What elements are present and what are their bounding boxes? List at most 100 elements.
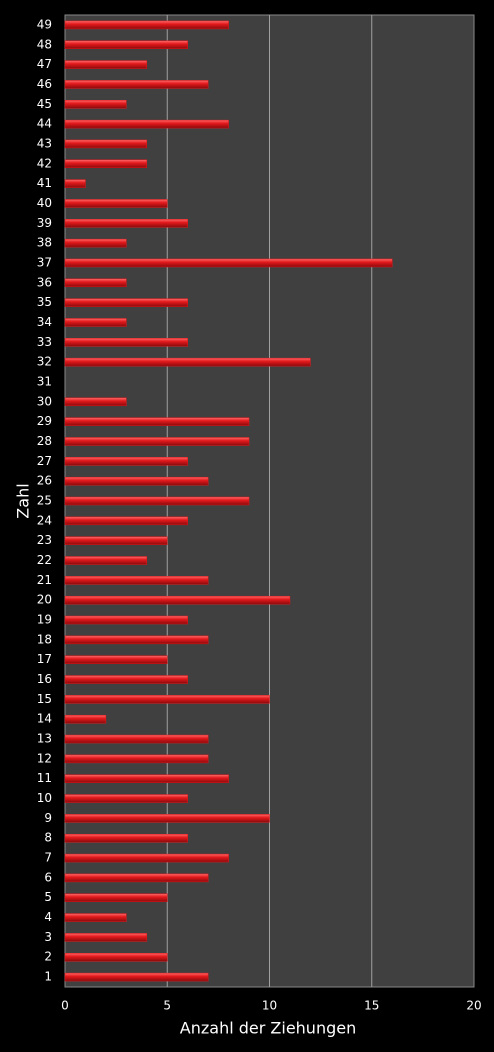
x-tick-label: 20 bbox=[466, 999, 481, 1013]
y-tick-label: 7 bbox=[44, 851, 52, 865]
bar bbox=[64, 60, 148, 69]
bar bbox=[64, 357, 311, 367]
y-tick-label: 17 bbox=[37, 652, 52, 666]
x-tick-label: 0 bbox=[61, 999, 69, 1013]
bar bbox=[64, 437, 250, 446]
bar bbox=[64, 80, 209, 89]
bar bbox=[64, 734, 209, 744]
bar bbox=[64, 794, 188, 803]
bar bbox=[64, 595, 291, 605]
bar bbox=[64, 972, 209, 982]
bar bbox=[64, 754, 209, 764]
y-tick-label: 3 bbox=[44, 930, 52, 944]
y-tick-label: 23 bbox=[37, 533, 52, 547]
y-tick-label: 24 bbox=[37, 513, 52, 527]
bar bbox=[64, 159, 148, 169]
y-tick-label: 39 bbox=[37, 216, 52, 230]
y-tick-label: 9 bbox=[44, 811, 52, 825]
y-tick-label: 30 bbox=[37, 394, 52, 408]
y-tick-label: 44 bbox=[37, 117, 52, 131]
bar bbox=[64, 536, 168, 545]
bar bbox=[64, 199, 168, 208]
bar bbox=[64, 516, 188, 526]
bar bbox=[64, 318, 127, 327]
x-tick-label: 10 bbox=[262, 999, 277, 1013]
y-tick-label: 8 bbox=[44, 831, 52, 845]
y-tick-label: 26 bbox=[37, 474, 52, 488]
bar bbox=[64, 873, 209, 883]
y-tick-label: 35 bbox=[37, 295, 52, 309]
bar bbox=[64, 139, 148, 149]
y-tick-label: 46 bbox=[37, 77, 52, 91]
y-tick-label: 45 bbox=[37, 97, 52, 111]
bar bbox=[64, 853, 229, 863]
y-tick-label: 14 bbox=[37, 712, 52, 726]
y-tick-label: 43 bbox=[37, 136, 52, 150]
y-tick-label: 40 bbox=[37, 196, 52, 210]
y-tick-label: 28 bbox=[37, 434, 52, 448]
bar bbox=[64, 655, 168, 664]
bar bbox=[64, 338, 188, 347]
y-tick-label: 49 bbox=[37, 17, 52, 31]
bar bbox=[64, 833, 188, 843]
y-axis-title: Zahl bbox=[14, 483, 33, 518]
y-tick-label: 42 bbox=[37, 156, 52, 170]
bar bbox=[64, 238, 127, 248]
x-tick-label: 5 bbox=[163, 999, 171, 1013]
bar bbox=[64, 556, 148, 565]
bar bbox=[64, 675, 188, 684]
y-tick-label: 11 bbox=[37, 771, 52, 785]
y-tick-label: 22 bbox=[37, 553, 52, 567]
bar bbox=[64, 496, 250, 506]
y-tick-label: 1 bbox=[44, 970, 52, 984]
bar bbox=[64, 100, 127, 109]
bar bbox=[64, 933, 148, 942]
y-tick-label: 25 bbox=[37, 494, 52, 508]
y-tick-label: 20 bbox=[37, 593, 52, 607]
y-tick-label: 10 bbox=[37, 791, 52, 805]
bar bbox=[64, 576, 209, 585]
bar bbox=[64, 635, 209, 645]
y-tick-label: 37 bbox=[37, 255, 52, 269]
bar bbox=[64, 179, 86, 188]
y-tick-label: 2 bbox=[44, 950, 52, 964]
y-tick-label: 31 bbox=[37, 374, 52, 388]
y-tick-label: 41 bbox=[37, 176, 52, 190]
y-tick-label: 15 bbox=[37, 692, 52, 706]
y-tick-label: 4 bbox=[44, 910, 52, 924]
bar bbox=[64, 298, 188, 307]
x-axis-title: Anzahl der Ziehungen bbox=[180, 1019, 356, 1038]
bar bbox=[64, 40, 188, 50]
y-tick-label: 34 bbox=[37, 315, 52, 329]
bar bbox=[64, 695, 270, 704]
y-tick-label: 48 bbox=[37, 37, 52, 51]
bar bbox=[64, 952, 168, 962]
y-tick-label: 36 bbox=[37, 275, 52, 289]
bar bbox=[64, 20, 229, 30]
y-tick-label: 47 bbox=[37, 57, 52, 71]
bar bbox=[64, 417, 250, 426]
bar bbox=[64, 774, 229, 783]
y-tick-label: 29 bbox=[37, 414, 52, 428]
bar bbox=[64, 714, 107, 724]
y-tick-label: 27 bbox=[37, 454, 52, 468]
bar bbox=[64, 258, 393, 268]
bar bbox=[64, 119, 229, 129]
y-tick-label: 12 bbox=[37, 751, 52, 765]
bar bbox=[64, 913, 127, 922]
y-tick-label: 18 bbox=[37, 632, 52, 646]
bar bbox=[64, 893, 168, 902]
bar bbox=[64, 814, 270, 823]
y-tick-label: 19 bbox=[37, 613, 52, 627]
y-tick-label: 13 bbox=[37, 732, 52, 746]
y-tick-label: 32 bbox=[37, 355, 52, 369]
x-tick-label: 15 bbox=[364, 999, 379, 1013]
y-tick-label: 21 bbox=[37, 573, 52, 587]
bar bbox=[64, 476, 209, 486]
bar bbox=[64, 219, 188, 228]
bar bbox=[64, 397, 127, 407]
bar bbox=[64, 457, 188, 466]
y-tick-label: 6 bbox=[44, 870, 52, 884]
bar bbox=[64, 615, 188, 625]
